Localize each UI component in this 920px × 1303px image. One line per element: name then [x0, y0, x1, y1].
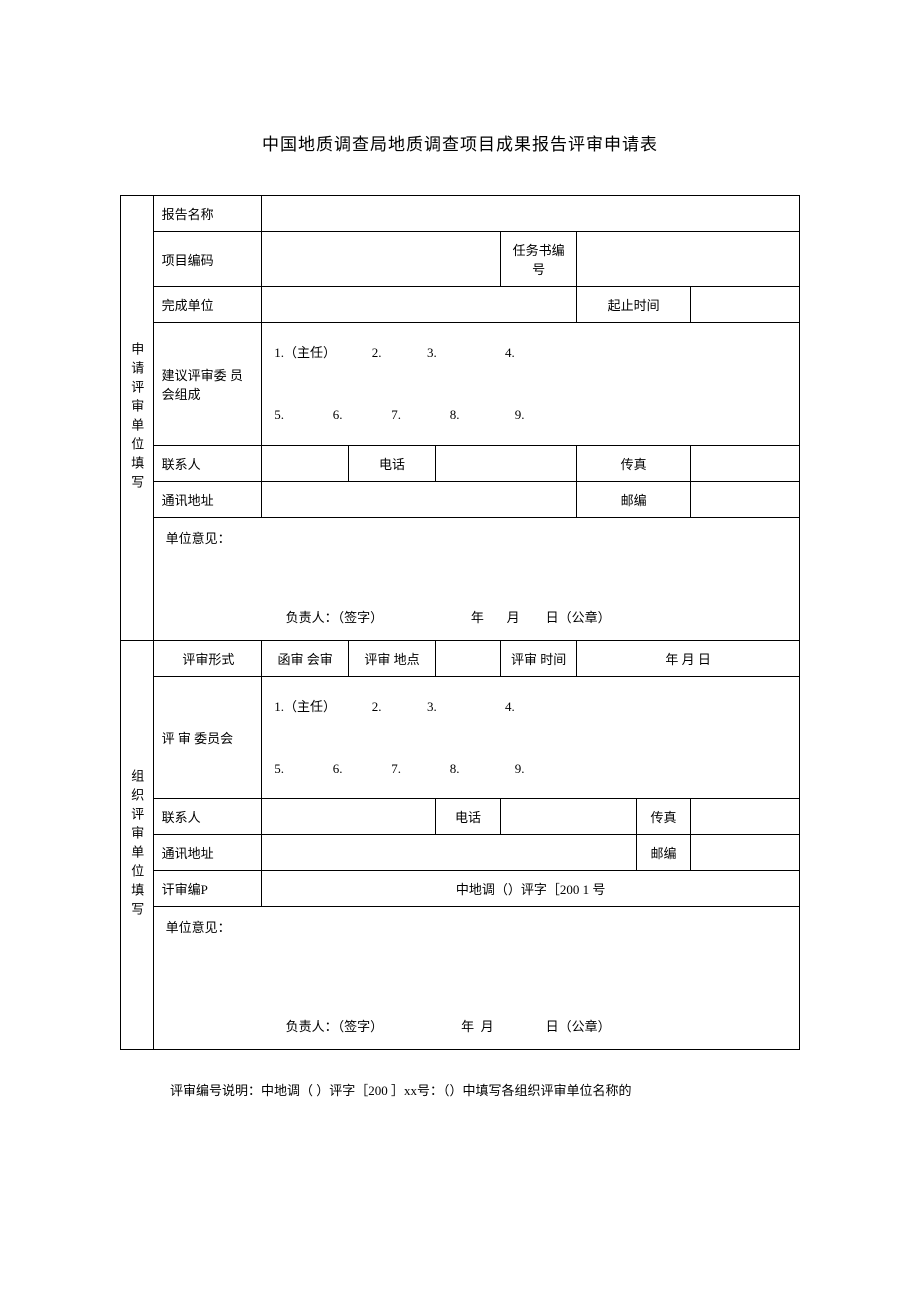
s2-fax-value — [691, 799, 800, 835]
report-name-value — [262, 196, 800, 232]
s1-phone-value — [435, 445, 576, 481]
completion-unit-value — [262, 287, 577, 323]
task-number-label: 任务书编号 — [501, 232, 577, 287]
s2-address-label: 通讯地址 — [153, 835, 262, 871]
review-number-value: 中地调（）评字［200 1 号 — [262, 871, 800, 907]
s1-committee-members: 1.（主任） 2. 3. 4. 5. 6. 7. 8. 9. — [262, 323, 800, 446]
s2-fax-label: 传真 — [636, 799, 690, 835]
s1-fax-value — [691, 445, 800, 481]
review-form-value: 函审 会审 — [262, 640, 349, 676]
start-end-label: 起止时间 — [577, 287, 691, 323]
s2-signature-line: 负责人：（签字） 年 月 日（公章） — [166, 1016, 787, 1035]
completion-unit-label: 完成单位 — [153, 287, 262, 323]
review-form-label: 评审形式 — [153, 640, 262, 676]
s1-contact-label: 联系人 — [153, 445, 262, 481]
s1-committee-label: 建议评审委 员会组成 — [153, 323, 262, 446]
s1-fax-label: 传真 — [577, 445, 691, 481]
start-end-value — [691, 287, 800, 323]
review-place-value — [435, 640, 500, 676]
s2-committee-label: 评 审 委员会 — [153, 676, 262, 799]
footnote: 评审编号说明：中地调（ ）评字［200 ］xx号：（）中填写各组织评审单位名称的 — [120, 1080, 800, 1099]
section2-vlabel: 组织评审单位填写 — [121, 640, 154, 1050]
s1-contact-value — [262, 445, 349, 481]
s2-opinion-label: 单位意见： — [166, 917, 787, 936]
project-code-label: 项目编码 — [153, 232, 262, 287]
s2-committee-members: 1.（主任） 2. 3. 4. 5. 6. 7. 8. 9. — [262, 676, 800, 799]
project-code-value — [262, 232, 501, 287]
s1-address-label: 通讯地址 — [153, 481, 262, 517]
s2-postcode-label: 邮编 — [636, 835, 690, 871]
s2-phone-value — [501, 799, 637, 835]
report-name-label: 报告名称 — [153, 196, 262, 232]
review-number-label: 讦审编P — [153, 871, 262, 907]
s2-address-value — [262, 835, 637, 871]
s2-contact-label: 联系人 — [153, 799, 262, 835]
s2-postcode-value — [691, 835, 800, 871]
s1-address-value — [262, 481, 577, 517]
review-time-value: 年 月 日 — [577, 640, 800, 676]
section1-vlabel: 申请评审单位填写 — [121, 196, 154, 641]
s1-opinion-label: 单位意见： — [166, 528, 787, 547]
s1-opinion: 单位意见： 负责人：（签字） 年 月 日（公章） — [153, 517, 799, 640]
s1-phone-label: 电话 — [349, 445, 436, 481]
s1-signature-line: 负责人：（签字） 年 月 日（公章） — [166, 607, 787, 626]
s1-postcode-value — [691, 481, 800, 517]
s1-postcode-label: 邮编 — [577, 481, 691, 517]
s2-phone-label: 电话 — [435, 799, 500, 835]
review-place-label: 评审 地点 — [349, 640, 436, 676]
application-table: 申请评审单位填写 报告名称 项目编码 任务书编号 完成单位 起止时间 建议评审委… — [120, 195, 800, 1050]
s2-contact-value — [262, 799, 436, 835]
review-time-label: 评审 时间 — [501, 640, 577, 676]
document-title: 中国地质调查局地质调查项目成果报告评审申请表 — [120, 130, 800, 155]
s2-opinion: 单位意见： 负责人：（签字） 年 月 日（公章） — [153, 907, 799, 1050]
task-number-value — [577, 232, 800, 287]
